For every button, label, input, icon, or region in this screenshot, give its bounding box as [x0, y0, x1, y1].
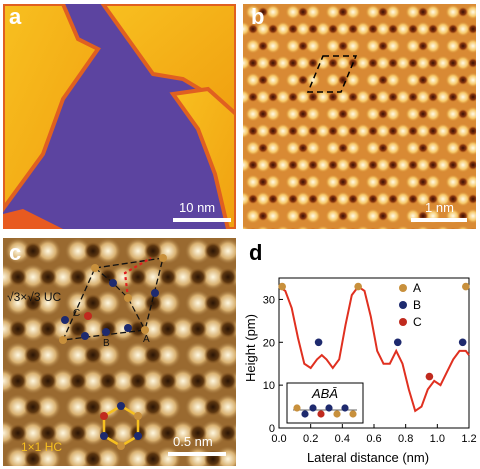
inset-atom — [293, 404, 301, 412]
x-tick-label: 0.4 — [335, 433, 350, 445]
legend-marker-a — [399, 284, 407, 292]
inset-atom — [317, 410, 325, 418]
legend-label-b: B — [413, 298, 421, 312]
data-point-a — [278, 282, 286, 291]
legend-label-a: A — [413, 281, 421, 295]
inset-label: ABĀ — [311, 386, 338, 401]
y-tick-label: 0 — [269, 423, 275, 435]
height-profile-chart: 0.0 0.2 0.4 0.6 0.8 1.0 1.2 0 10 20 30 ABC ABĀ Heigh… — [243, 277, 477, 465]
panel-b-lattice-image — [243, 4, 476, 229]
x-tick-label: 1.0 — [430, 433, 445, 445]
panel-b-scale-text: 1 nm — [425, 200, 454, 215]
panel-c-scale-text: 0.5 nm — [173, 434, 213, 449]
legend-marker-c — [399, 318, 407, 326]
y-tick-label: 20 — [263, 337, 275, 349]
panel-c-site-a: A — [143, 334, 150, 345]
data-point-b — [314, 338, 323, 347]
x-tick-label: 0.0 — [271, 433, 286, 445]
data-point-a — [354, 282, 362, 291]
data-point-a — [462, 282, 470, 291]
legend-marker-b — [399, 301, 407, 309]
panel-c-atoms — [59, 254, 167, 344]
y-tick-label: 10 — [263, 380, 275, 392]
panel-a-label: a — [9, 4, 22, 29]
panel-c-scale-bar — [168, 452, 226, 456]
panel-a-terrace-image — [3, 4, 236, 229]
y-axis-label: Height (pm) — [243, 314, 258, 382]
data-point-b — [458, 338, 467, 347]
panel-c-atomic-image — [3, 238, 236, 466]
panel-d-height-profile: d 0.0 0.2 0.4 0.6 0.8 1.0 1.2 0 10 20 30 A B C ABĀ Hei… — [243, 238, 477, 467]
inset-atom — [309, 404, 317, 412]
inset-atom — [301, 410, 309, 418]
data-point-c — [425, 372, 434, 381]
panel-a-scale-bar — [173, 218, 231, 222]
x-tick-label: 0.2 — [303, 433, 318, 445]
panel-c-hc-label: 1×1 HC — [21, 440, 63, 454]
panel-b-label: b — [251, 4, 265, 29]
panel-c-stm-image: c √3×√3 UC C B A 1×1 HC 0.5 nm — [3, 238, 236, 466]
panel-c-uc-label: √3×√3 UC — [7, 290, 62, 304]
panel-b-stm-image: b 1 nm — [243, 4, 476, 229]
inset-atom — [333, 410, 341, 418]
data-point-b — [393, 338, 402, 347]
panel-d-label: d — [249, 240, 263, 265]
height-profile-curve — [278, 285, 470, 413]
panel-c-label: c — [9, 240, 22, 265]
x-tick-label: 1.2 — [461, 433, 476, 445]
y-tick-label: 30 — [263, 294, 275, 306]
x-tick-label: 0.6 — [366, 433, 381, 445]
inset-atom — [341, 404, 349, 412]
inset-atom — [349, 410, 357, 418]
panel-c-site-b: B — [103, 338, 110, 349]
panel-a-stm-image: a 10 nm — [3, 4, 236, 229]
legend-label-c: C — [413, 315, 422, 329]
x-tick-label: 0.8 — [398, 433, 413, 445]
panel-a-scale-text: 10 nm — [179, 200, 216, 215]
x-axis-label: Lateral distance (nm) — [307, 450, 429, 465]
panel-c-site-c: C — [73, 308, 81, 319]
inset-atom — [325, 404, 333, 412]
panel-b-scale-bar — [411, 218, 467, 222]
